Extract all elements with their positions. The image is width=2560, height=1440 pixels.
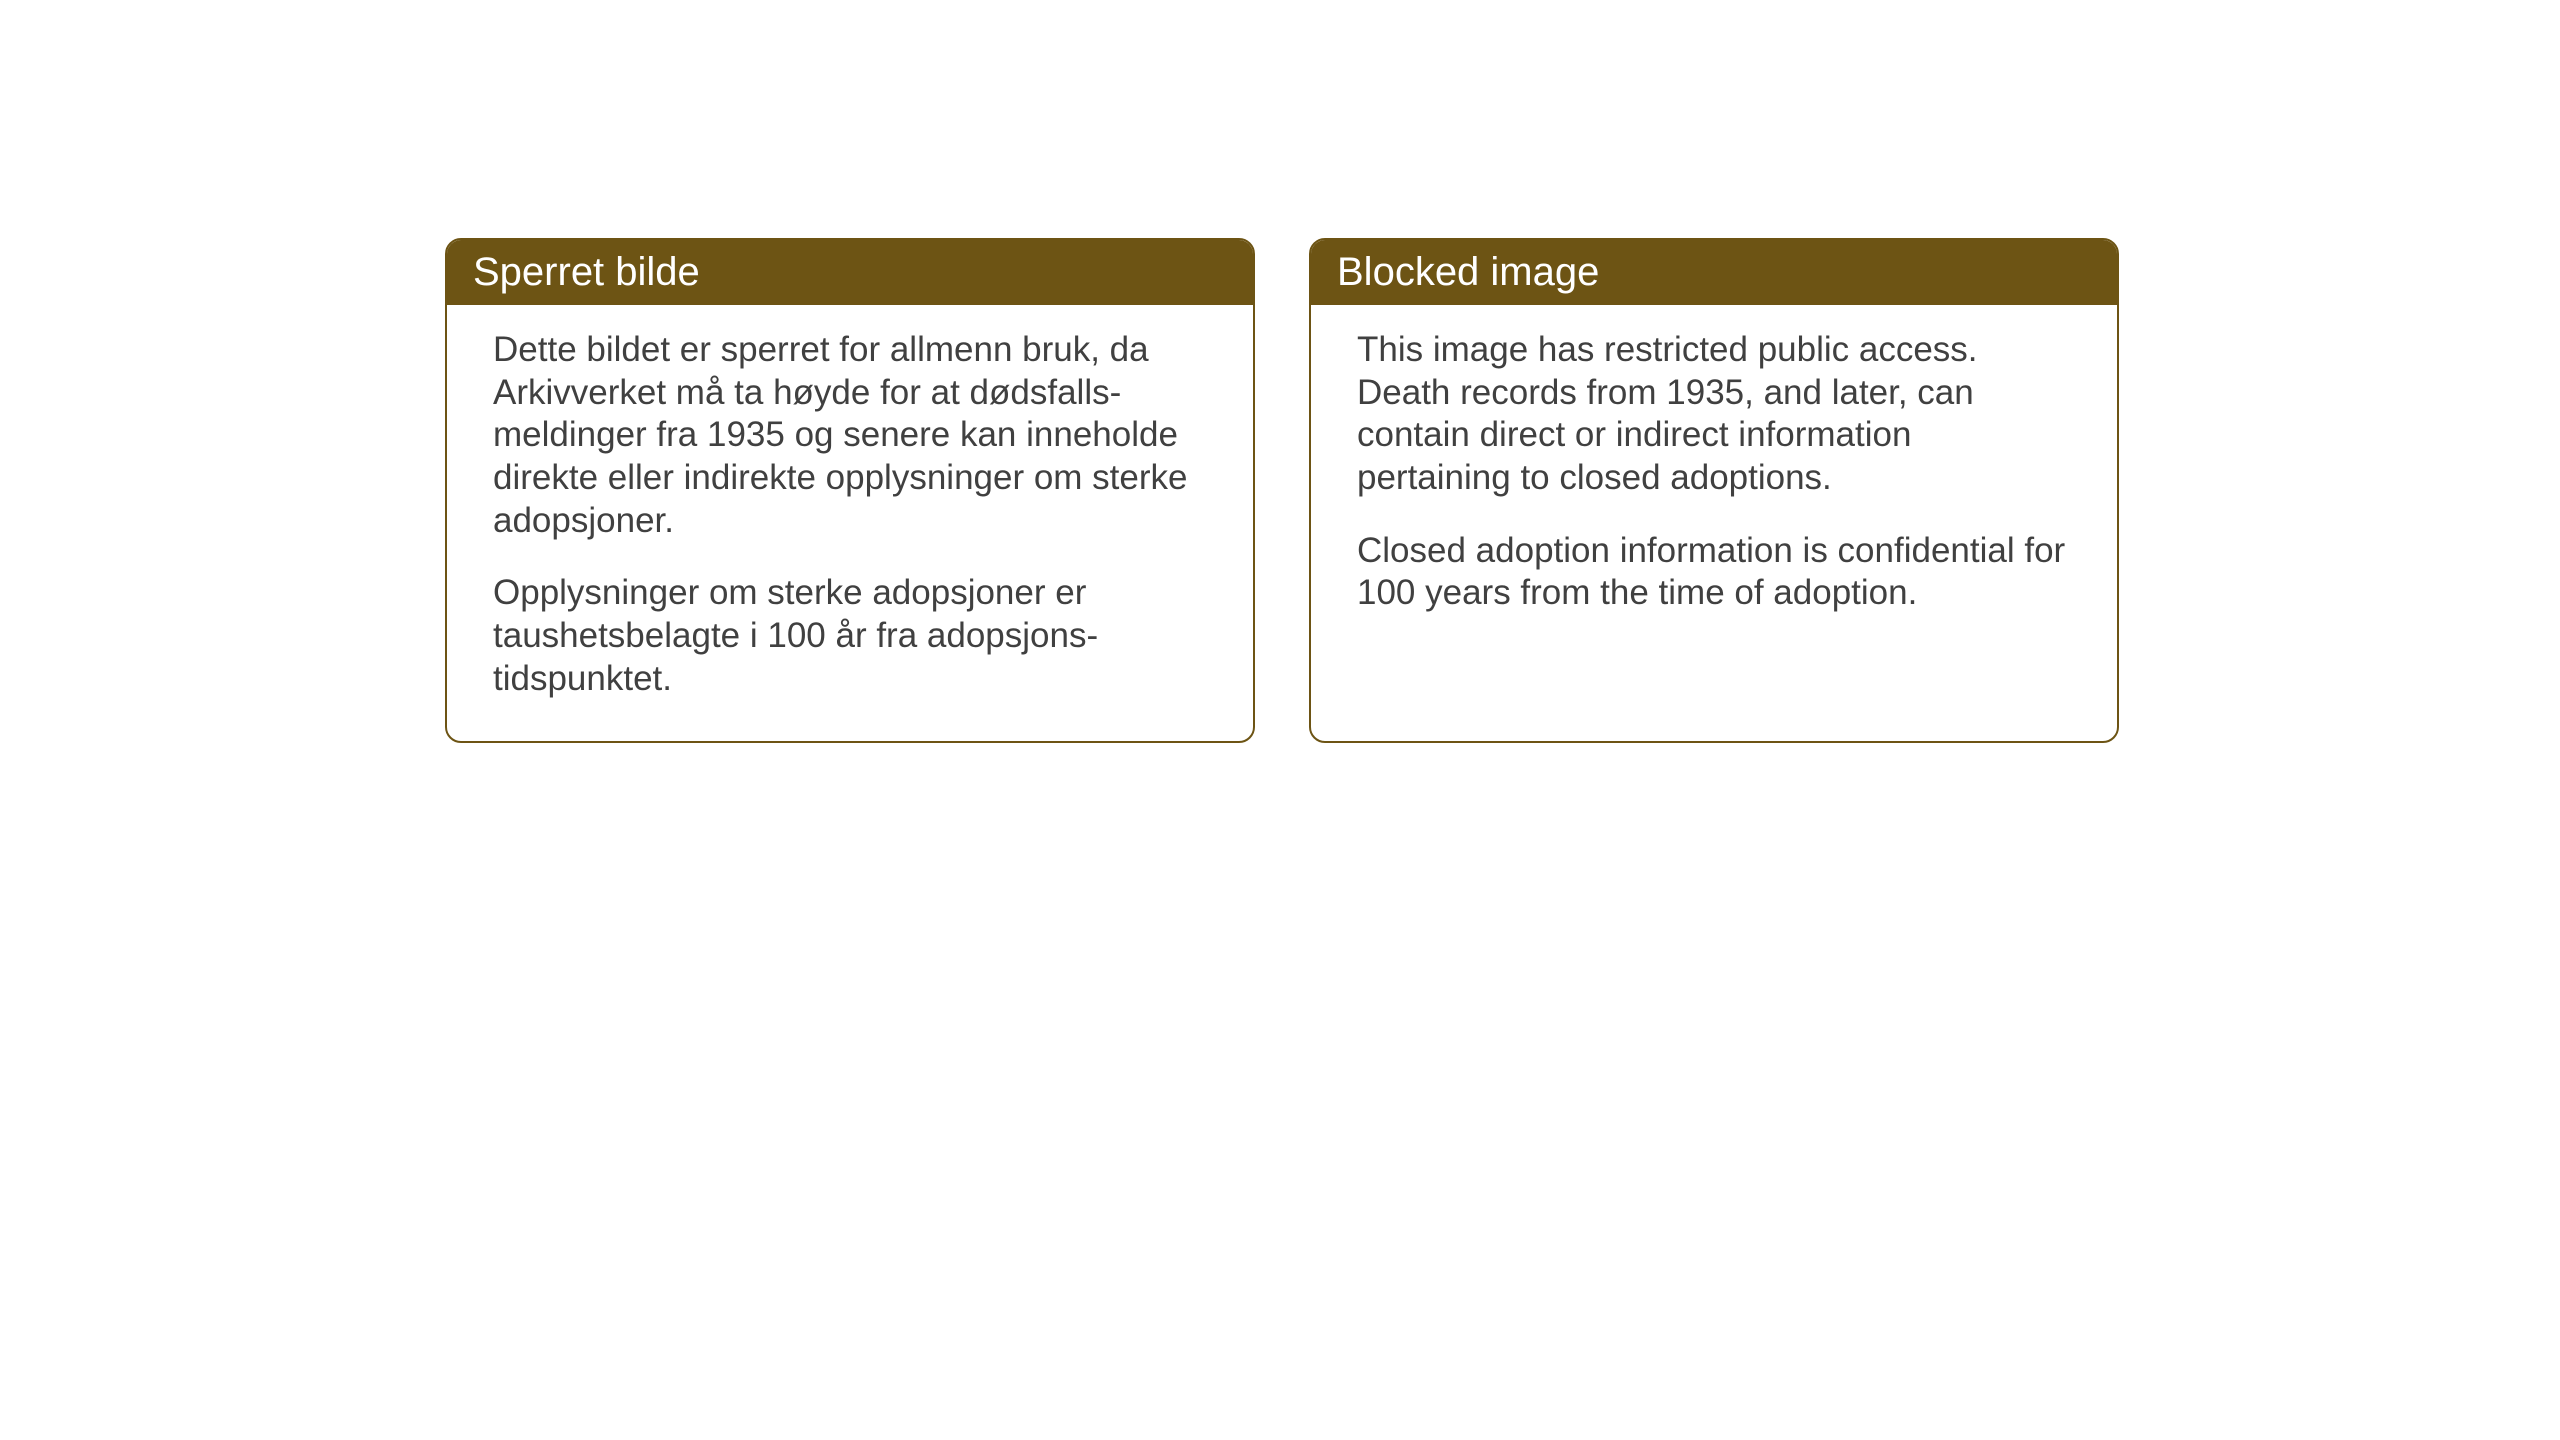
cards-container: Sperret bilde Dette bildet er sperret fo… [445, 238, 2119, 743]
english-card-header: Blocked image [1311, 240, 2117, 305]
norwegian-card-body: Dette bildet er sperret for allmenn bruk… [447, 305, 1253, 741]
norwegian-paragraph-2: Opplysninger om sterke adopsjoner er tau… [493, 572, 1207, 700]
norwegian-paragraph-1: Dette bildet er sperret for allmenn bruk… [493, 329, 1207, 542]
norwegian-card: Sperret bilde Dette bildet er sperret fo… [445, 238, 1255, 743]
norwegian-card-header: Sperret bilde [447, 240, 1253, 305]
english-paragraph-2: Closed adoption information is confident… [1357, 530, 2071, 615]
english-card-body: This image has restricted public access.… [1311, 305, 2117, 725]
english-card: Blocked image This image has restricted … [1309, 238, 2119, 743]
english-paragraph-1: This image has restricted public access.… [1357, 329, 2071, 500]
